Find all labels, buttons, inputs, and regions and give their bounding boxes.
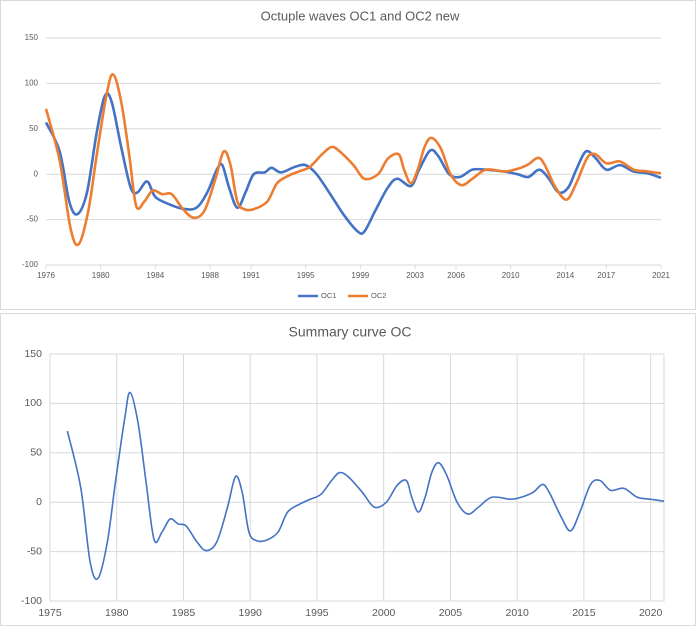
y-tick-label: -50	[27, 545, 42, 557]
x-tick-label: 2021	[652, 271, 670, 280]
y-tick-label: -50	[26, 215, 38, 224]
x-tick-label: 1991	[242, 271, 260, 280]
x-tick-label: 2017	[597, 271, 615, 280]
x-tick-label: 2010	[502, 271, 520, 280]
y-tick-label: 150	[25, 33, 39, 42]
y-tick-label: 100	[24, 397, 42, 409]
x-tick-label: 1984	[146, 271, 164, 280]
x-tick-label: 2010	[505, 607, 529, 619]
x-tick-label: 2006	[447, 271, 465, 280]
x-tick-label: 1995	[297, 271, 315, 280]
x-tick-label: 2020	[639, 607, 663, 619]
y-tick-label: 100	[25, 79, 39, 88]
legend-label: OC1	[321, 291, 336, 300]
x-tick-label: 2005	[439, 607, 463, 619]
chart-title: Octuple waves OC1 and OC2 new	[261, 8, 460, 23]
x-tick-label: 1980	[105, 607, 129, 619]
series-line	[44, 73, 662, 247]
y-tick-label: 50	[29, 124, 38, 133]
x-tick-label: 1975	[38, 607, 62, 619]
x-tick-label: 1999	[351, 271, 369, 280]
chart-frame	[0, 0, 696, 310]
y-tick-label: 150	[24, 348, 42, 360]
series-line	[66, 391, 665, 580]
x-tick-label: 1985	[172, 607, 196, 619]
x-tick-label: 2015	[572, 607, 596, 619]
x-tick-label: 1980	[92, 271, 110, 280]
x-tick-label: 1990	[239, 607, 263, 619]
y-tick-label: 0	[34, 169, 39, 178]
y-tick-label: 50	[30, 447, 42, 459]
x-tick-label: 2003	[406, 271, 424, 280]
x-tick-label: 1976	[37, 271, 55, 280]
y-tick-label: 0	[36, 496, 42, 508]
x-tick-label: 1988	[201, 271, 219, 280]
y-tick-label: -100	[22, 260, 39, 269]
x-tick-label: 1995	[305, 607, 329, 619]
x-tick-label: 2000	[372, 607, 396, 619]
legend-label: OC2	[371, 291, 386, 300]
y-tick-label: -100	[21, 595, 42, 607]
chart-title: Summary curve OC	[289, 324, 412, 340]
chart-frame	[0, 313, 696, 626]
x-tick-label: 2014	[556, 271, 574, 280]
